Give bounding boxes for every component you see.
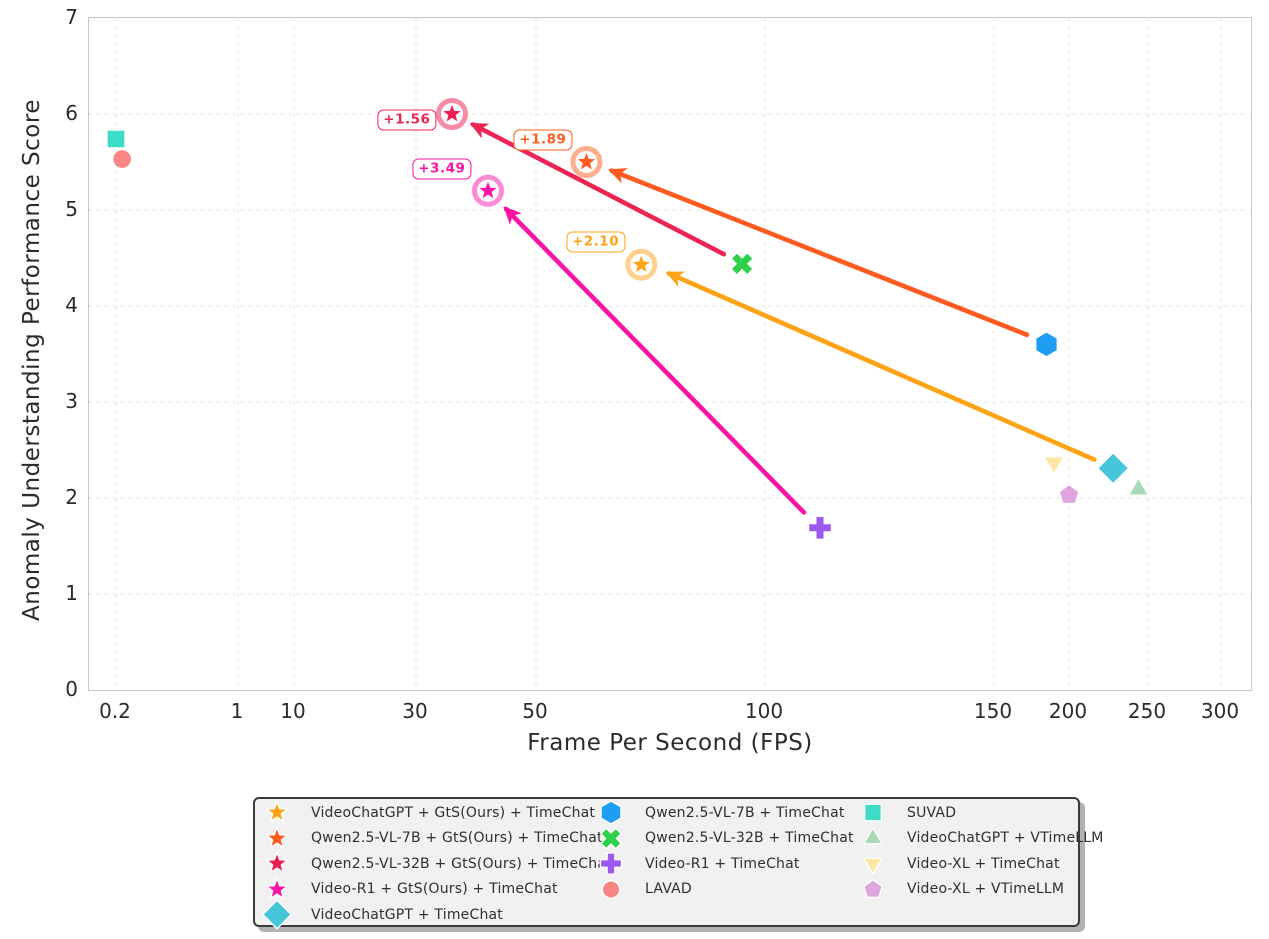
point-video-xl-vtimellm (1058, 483, 1080, 505)
legend-item-label: SUVAD (907, 804, 957, 821)
point-qwen2-5-vl-7b-gts-ours-timechat (570, 146, 603, 178)
star-marker-icon (259, 826, 295, 851)
square-marker-icon (855, 800, 891, 825)
hexagon-marker-icon (593, 800, 629, 825)
legend-item-label: LAVAD (645, 881, 692, 898)
legend-item-qwen2-5-vl-7b-gts-ours-timechat: Qwen2.5-VL-7B + GtS(Ours) + TimeChat (259, 826, 612, 852)
legend-item-label: VideoChatGPT + TimeChat (311, 906, 503, 923)
legend-item-label: VideoChatGPT + VTimeLLM (907, 830, 1104, 847)
x-tick-label-10: 10 (280, 699, 306, 723)
legend-item-qwen2-5-vl-7b-timechat: Qwen2.5-VL-7B + TimeChat (593, 800, 854, 826)
improvement-arrows (469, 122, 1097, 515)
point-lavad (111, 148, 133, 170)
legend-item-video-xl-timechat: Video-XL + TimeChat (855, 851, 1104, 877)
point-suvad (106, 129, 126, 149)
triangle-up-marker-icon (855, 826, 891, 851)
x-tick-label-300: 300 (1200, 699, 1240, 723)
y-tick-label-6: 6 (65, 101, 78, 125)
legend-column-2: Qwen2.5-VL-7B + TimeChat Qwen2.5-VL-32B +… (593, 800, 854, 902)
plot-area: +1.56 +1.89 +2.10 +3.49 (88, 17, 1252, 691)
gain-label-+3.49: +3.49 (412, 158, 472, 180)
legend-item-label: Video-R1 + GtS(Ours) + TimeChat (311, 881, 558, 898)
point-qwen2-5-vl-32b-gts-ours-timechat (436, 98, 468, 130)
legend-item-qwen2-5-vl-32b-gts-ours-timechat: Qwen2.5-VL-32B + GtS(Ours) + TimeChat (259, 851, 612, 877)
legend-item-label: Video-XL + TimeChat (907, 855, 1060, 872)
legend-item-label: Video-R1 + TimeChat (645, 855, 800, 872)
star-marker-icon (259, 877, 295, 902)
y-tick-label-4: 4 (65, 293, 78, 317)
point-video-xl-timechat (1043, 456, 1065, 475)
improvement-arrow-+1.89 (608, 168, 1030, 338)
y-axis-title: Anomaly Understanding Performance Score (19, 99, 45, 621)
legend-item-label: VideoChatGPT + GtS(Ours) + TimeChat (311, 804, 596, 821)
y-tick-label-5: 5 (65, 197, 78, 221)
point-videochatgpt-vtimellm (1127, 477, 1150, 496)
legend-item-label: Video-XL + VTimeLLM (907, 881, 1065, 898)
circle-marker-icon (593, 877, 629, 902)
x-axis-title: Frame Per Second (FPS) (527, 730, 813, 756)
x-tick-label-0.2: 0.2 (99, 699, 131, 723)
legend-item-video-r1-gts-ours-timechat: Video-R1 + GtS(Ours) + TimeChat (259, 877, 612, 903)
legend-item-video-r1-timechat: Video-R1 + TimeChat (593, 851, 854, 877)
point-qwen2-5-vl-32b-timechat (730, 251, 754, 276)
pentagon-marker-icon (855, 877, 891, 902)
diamond-marker-icon (259, 899, 295, 930)
point-video-r1-gts-ours-timechat (472, 174, 504, 207)
legend: VideoChatGPT + GtS(Ours) + TimeChat Qwen2… (253, 797, 1103, 930)
x-tick-label-250: 250 (1127, 699, 1167, 723)
y-tick-label-7: 7 (65, 5, 78, 29)
gain-label-+2.10: +2.10 (565, 231, 626, 253)
legend-item-qwen2-5-vl-32b-timechat: Qwen2.5-VL-32B + TimeChat (593, 826, 854, 852)
gain-label-+1.89: +1.89 (513, 129, 573, 151)
y-tick-label-0: 0 (65, 677, 78, 701)
legend-item-label: Qwen2.5-VL-7B + TimeChat (645, 804, 845, 821)
legend-item-videochatgpt-timechat: VideoChatGPT + TimeChat (259, 899, 612, 930)
x-tick-label-150: 150 (973, 699, 1013, 723)
x-tick-label-1: 1 (230, 699, 244, 723)
point-qwen2-5-vl-7b-timechat (1034, 331, 1059, 358)
y-tick-label-2: 2 (65, 485, 78, 509)
gridlines (89, 18, 1251, 690)
legend-item-label: Qwen2.5-VL-32B + GtS(Ours) + TimeChat (311, 855, 612, 872)
y-tick-label-1: 1 (65, 581, 78, 605)
legend-column-3: SUVAD VideoChatGPT + VTimeLLM Video-XL + T… (855, 800, 1104, 902)
star-marker-icon (259, 800, 295, 825)
point-video-r1-timechat (807, 515, 833, 540)
legend-item-video-xl-vtimellm: Video-XL + VTimeLLM (855, 877, 1104, 903)
x-marker-icon (593, 826, 629, 851)
improvement-arrow-+3.49 (503, 206, 807, 515)
legend-item-label: Qwen2.5-VL-7B + GtS(Ours) + TimeChat (311, 830, 603, 847)
improvement-arrow-+2.10 (665, 271, 1097, 462)
data-points (106, 98, 1150, 540)
x-tick-label-100: 100 (744, 699, 784, 723)
legend-item-lavad: LAVAD (593, 877, 854, 903)
legend-column-1: VideoChatGPT + GtS(Ours) + TimeChat Qwen2… (259, 800, 612, 930)
point-videochatgpt-timechat (1096, 452, 1130, 485)
plot-canvas (89, 18, 1251, 690)
point-videochatgpt-gts-ours-timechat (625, 248, 658, 281)
legend-item-label: Qwen2.5-VL-32B + TimeChat (645, 830, 854, 847)
x-tick-label-30: 30 (402, 699, 428, 723)
legend-item-videochatgpt-gts-ours-timechat: VideoChatGPT + GtS(Ours) + TimeChat (259, 800, 612, 826)
legend-item-videochatgpt-vtimellm: VideoChatGPT + VTimeLLM (855, 826, 1104, 852)
x-tick-label-200: 200 (1048, 699, 1088, 723)
legend-item-suvad: SUVAD (855, 800, 1104, 826)
x-tick-label-50: 50 (522, 699, 548, 723)
triangle-down-marker-icon (855, 851, 891, 876)
y-tick-label-3: 3 (65, 389, 78, 413)
plus-marker-icon (593, 851, 629, 876)
gain-label-+1.56: +1.56 (377, 109, 437, 131)
star-marker-icon (259, 851, 295, 876)
